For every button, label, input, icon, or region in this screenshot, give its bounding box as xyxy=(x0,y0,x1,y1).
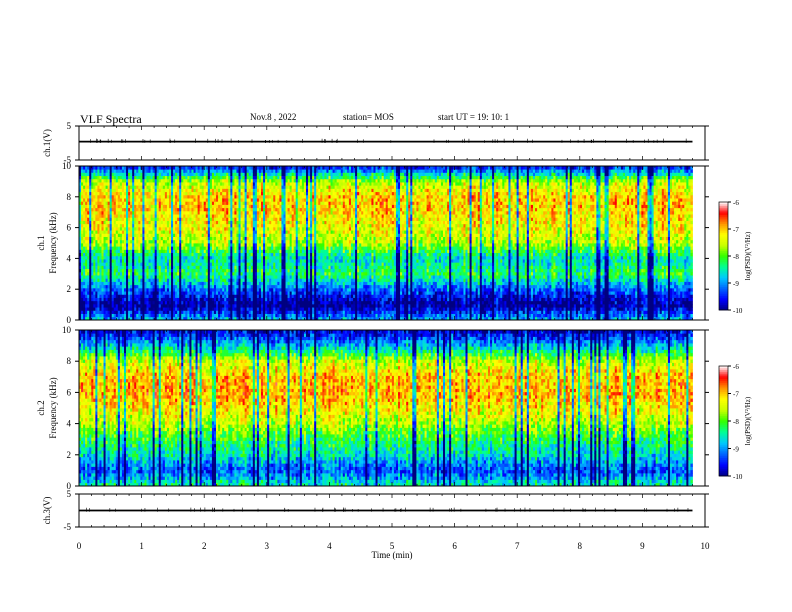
ch2-spectrogram-ytick-label: 4 xyxy=(67,419,72,429)
ch1-spectrogram-colorbar xyxy=(719,202,728,311)
ch1-waveform-ytick-label: 5 xyxy=(67,121,72,131)
ch1-spectrogram-ytick-label: 2 xyxy=(67,284,72,294)
station-label: station= MOS xyxy=(343,112,394,122)
ch2-spectrogram-ylabel: Frequency (kHz) xyxy=(48,377,58,438)
x-tick-label: 5 xyxy=(390,541,395,551)
ch1-spectrogram-ytick-label: 6 xyxy=(67,223,72,233)
ch2-spectrogram-colorbar-tick-label: -8 xyxy=(733,418,739,426)
ch1-spectrogram-colorbar-tick-label: -8 xyxy=(733,253,739,261)
ch1-waveform-ytick-label: -5 xyxy=(64,155,72,165)
ch1-spectrogram-ytick-label: 4 xyxy=(67,253,72,263)
ch1-spectrogram-colorbar-label: log(PSD)(V²/Hz) xyxy=(744,231,752,280)
date-label: Nov.8 , 2022 xyxy=(250,112,296,122)
ch2-spectrogram-ytick-label: 0 xyxy=(67,481,72,491)
ch2-spectrogram-ytick-label: 6 xyxy=(67,387,72,397)
ch2-spectrogram-colorbar-tick-label: -9 xyxy=(733,446,739,454)
ch2-spectrogram-ytick-label: 8 xyxy=(67,356,72,366)
ch1-waveform-frame xyxy=(78,125,706,161)
x-tick-label: 7 xyxy=(515,541,520,551)
ch1-spectrogram-colorbar-tick-label: -7 xyxy=(733,226,739,234)
ch3-waveform-ytick-label: 5 xyxy=(67,489,72,499)
ch2-spectrogram-colorbar-tick-label: -7 xyxy=(733,391,739,399)
x-tick-label: 9 xyxy=(640,541,645,551)
ch2-spectrogram-colorbar-tick-label: -10 xyxy=(733,473,743,481)
ch2-spectrogram-colorbar-tick-label: -6 xyxy=(733,363,739,371)
ch3-waveform-ylabel: ch.3(V) xyxy=(42,497,52,525)
ch1-spectrogram-ylabel: Frequency (kHz) xyxy=(48,212,58,273)
ch1-spectrogram-ytick-label: 10 xyxy=(62,161,72,171)
x-tick-label: 0 xyxy=(77,541,82,551)
ch1-spectrogram-ylabel-channel: ch.1 xyxy=(36,235,46,250)
x-tick-label: 1 xyxy=(139,541,144,551)
x-axis-label: Time (min) xyxy=(372,550,413,560)
x-tick-label: 4 xyxy=(327,541,332,551)
x-tick-label: 3 xyxy=(265,541,270,551)
ch2-spectrogram-colorbar-label: log(PSD)(V²/Hz) xyxy=(744,396,752,445)
x-tick-label: 6 xyxy=(452,541,457,551)
ch1-spectrogram-colorbar-tick-label: -6 xyxy=(733,199,739,207)
ch3-waveform-ytick-label: -5 xyxy=(64,522,72,532)
x-tick-label: 8 xyxy=(578,541,583,551)
ch2-spectrogram-ytick-label: 10 xyxy=(62,325,72,335)
ch1-spectrogram-ytick-label: 8 xyxy=(67,192,72,202)
ch1-spectrogram-cells xyxy=(79,166,693,321)
x-tick-label: 2 xyxy=(202,541,207,551)
start-time-label: start UT = 19: 10: 1 xyxy=(438,112,509,122)
ch1-spectrogram-colorbar-tick-label: -9 xyxy=(733,280,739,288)
ch2-spectrogram-ytick-label: 2 xyxy=(67,450,72,460)
chart-title: VLF Spectra xyxy=(80,112,142,127)
ch1-spectrogram-ytick-label: 0 xyxy=(67,315,72,325)
ch1-spectrogram-colorbar-tick-label: -10 xyxy=(733,307,743,315)
ch1-waveform-ylabel: ch.1(V) xyxy=(42,129,52,157)
ch2-spectrogram-ylabel-channel: ch.2 xyxy=(36,400,46,415)
ch2-spectrogram-colorbar xyxy=(719,366,728,477)
x-tick-label: 10 xyxy=(701,541,711,551)
ch2-spectrogram-cells xyxy=(79,330,693,487)
